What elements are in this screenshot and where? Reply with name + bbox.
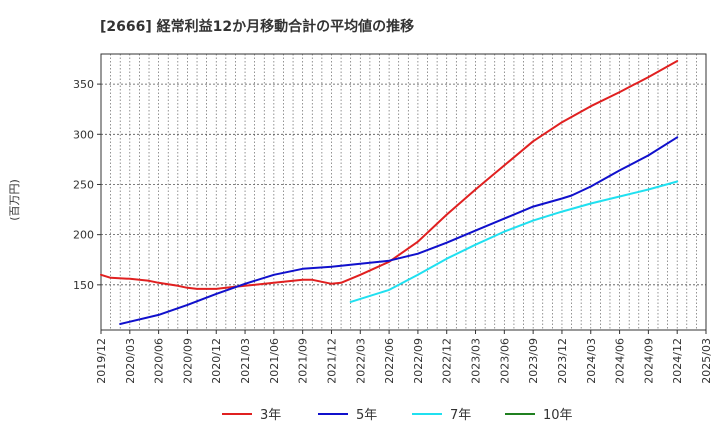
series-line-3年 <box>100 60 679 290</box>
series-line-5年 <box>119 136 679 325</box>
x-tick-label: 2023/06 <box>498 338 511 384</box>
x-tick-label: 2020/06 <box>153 338 166 384</box>
series-lines <box>100 60 679 325</box>
y-tick-label: 200 <box>73 229 94 242</box>
y-tick-label: 300 <box>73 128 94 141</box>
x-tick-label: 2021/09 <box>297 338 310 384</box>
x-tick-label: 2022/12 <box>441 338 454 384</box>
x-tick-label: 2024/09 <box>642 338 655 384</box>
y-tick-label: 350 <box>73 78 94 91</box>
grid-lines <box>101 54 706 330</box>
x-tick-label: 2023/12 <box>556 338 569 384</box>
chart-title: [2666] 経常利益12か月移動合計の平均値の推移 <box>100 18 414 35</box>
x-tick-label: 2020/09 <box>181 338 194 384</box>
y-axis-label: (百万円) <box>8 179 21 221</box>
y-axis-ticks: 150 200 250 300 350 <box>73 78 101 292</box>
legend-label: 5年 <box>356 408 377 423</box>
x-tick-label: 2020/03 <box>124 338 137 384</box>
x-tick-label: 2025/03 <box>700 338 713 384</box>
x-axis-ticks: 2019/12 2020/03 2020/06 2020/09 2020/12 2021/… <box>95 330 713 384</box>
plot-area <box>100 53 707 331</box>
legend: 3年 5年 7年 10年 <box>222 408 573 423</box>
x-tick-label: 2019/12 <box>95 338 108 384</box>
x-tick-label: 2024/03 <box>585 338 598 384</box>
legend-label: 7年 <box>450 408 471 423</box>
x-tick-label: 2021/06 <box>268 338 281 384</box>
x-tick-label: 2022/09 <box>412 338 425 384</box>
x-tick-label: 2021/12 <box>325 338 338 384</box>
legend-label: 3年 <box>260 408 281 423</box>
x-tick-label: 2022/06 <box>383 338 396 384</box>
x-tick-label: 2023/09 <box>527 338 540 384</box>
x-tick-label: 2024/12 <box>671 338 684 384</box>
series-line-7年 <box>349 180 679 303</box>
x-tick-label: 2022/03 <box>354 338 367 384</box>
y-tick-label: 250 <box>73 178 94 191</box>
y-tick-label: 150 <box>73 279 94 292</box>
x-tick-label: 2020/12 <box>210 338 223 384</box>
x-tick-label: 2023/03 <box>470 338 483 384</box>
x-tick-label: 2024/06 <box>614 338 627 384</box>
x-tick-label: 2021/03 <box>239 338 252 384</box>
legend-label: 10年 <box>543 408 573 423</box>
